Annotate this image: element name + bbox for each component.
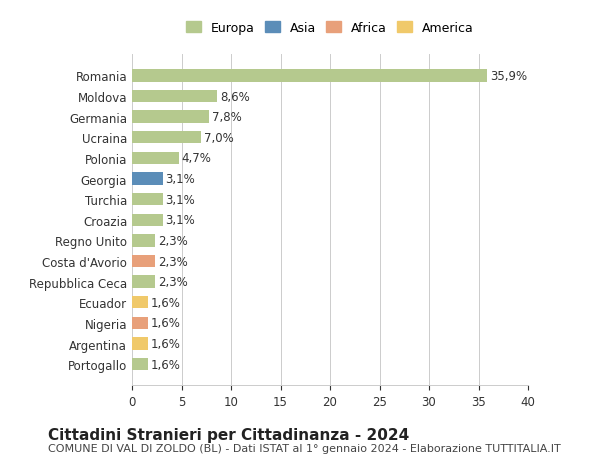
Bar [132,111,209,123]
Text: 7,0%: 7,0% [204,132,234,145]
Text: 4,7%: 4,7% [182,152,211,165]
Bar [132,276,155,288]
Bar [132,152,179,165]
Text: 1,6%: 1,6% [151,317,181,330]
Bar [132,91,217,103]
Bar [132,173,163,185]
Text: 7,8%: 7,8% [212,111,242,124]
Text: 2,3%: 2,3% [158,275,187,289]
Bar [132,214,163,226]
Bar [132,317,148,330]
Text: 2,3%: 2,3% [158,235,187,247]
Text: 8,6%: 8,6% [220,90,250,103]
Bar [132,358,148,370]
Bar [132,297,148,309]
Bar [132,194,163,206]
Text: COMUNE DI VAL DI ZOLDO (BL) - Dati ISTAT al 1° gennaio 2024 - Elaborazione TUTTI: COMUNE DI VAL DI ZOLDO (BL) - Dati ISTAT… [48,443,561,453]
Text: 1,6%: 1,6% [151,358,181,371]
Legend: Europa, Asia, Africa, America: Europa, Asia, Africa, America [182,18,478,39]
Text: 1,6%: 1,6% [151,296,181,309]
Text: Cittadini Stranieri per Cittadinanza - 2024: Cittadini Stranieri per Cittadinanza - 2… [48,427,409,442]
Bar [132,255,155,268]
Text: 3,1%: 3,1% [166,193,196,206]
Text: 3,1%: 3,1% [166,214,196,227]
Text: 35,9%: 35,9% [490,70,527,83]
Bar [132,70,487,83]
Text: 2,3%: 2,3% [158,255,187,268]
Bar [132,338,148,350]
Bar [132,132,202,144]
Text: 1,6%: 1,6% [151,337,181,350]
Bar [132,235,155,247]
Text: 3,1%: 3,1% [166,173,196,185]
